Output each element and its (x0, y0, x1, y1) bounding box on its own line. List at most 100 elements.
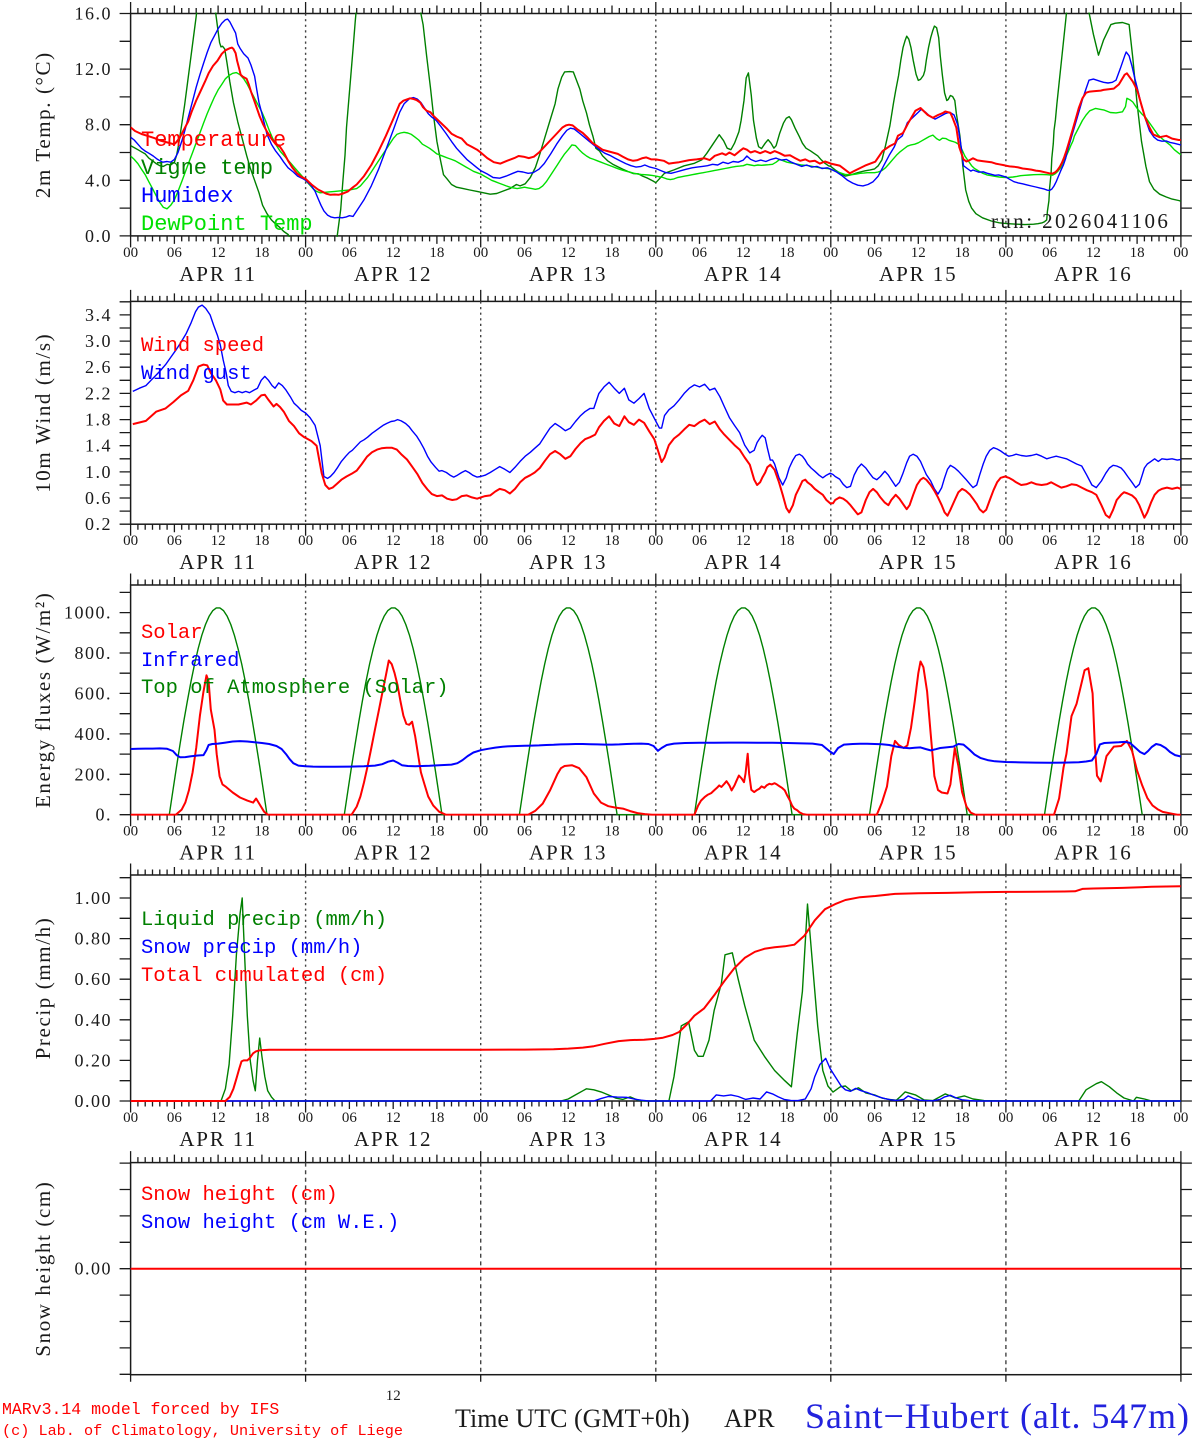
svg-text:18: 18 (1130, 533, 1145, 549)
svg-text:00: 00 (1173, 824, 1188, 840)
svg-text:3.4: 3.4 (85, 305, 112, 325)
svg-text:00: 00 (473, 1110, 488, 1126)
svg-text:12: 12 (211, 824, 226, 840)
svg-text:12: 12 (386, 1110, 401, 1126)
svg-text:06: 06 (342, 824, 358, 840)
svg-text:18: 18 (429, 1110, 444, 1126)
svg-text:06: 06 (342, 533, 358, 549)
svg-text:APR 13: APR 13 (529, 841, 608, 865)
svg-text:06: 06 (517, 533, 533, 549)
svg-text:00: 00 (1173, 245, 1188, 261)
svg-text:12: 12 (1086, 1110, 1101, 1126)
svg-text:12: 12 (386, 533, 401, 549)
svg-text:(c) Lab. of Climatology, Unive: (c) Lab. of Climatology, University of L… (2, 1422, 403, 1440)
svg-text:APR 12: APR 12 (354, 262, 433, 286)
svg-text:0.2: 0.2 (85, 514, 112, 534)
svg-text:Snow precip (mm/h): Snow precip (mm/h) (141, 937, 362, 960)
svg-text:Liquid precip (mm/h): Liquid precip (mm/h) (141, 909, 387, 932)
svg-text:12: 12 (386, 1388, 401, 1404)
svg-text:12: 12 (386, 245, 401, 261)
svg-text:12.0: 12.0 (75, 59, 113, 79)
svg-text:06: 06 (867, 824, 883, 840)
svg-text:12: 12 (736, 533, 751, 549)
svg-text:00: 00 (123, 1110, 138, 1126)
svg-text:APR 12: APR 12 (354, 1127, 433, 1151)
svg-text:06: 06 (1042, 245, 1058, 261)
svg-text:Solar: Solar (141, 622, 203, 645)
svg-text:18: 18 (605, 1110, 620, 1126)
svg-text:12: 12 (911, 1110, 926, 1126)
svg-text:00: 00 (998, 533, 1013, 549)
svg-text:4.0: 4.0 (85, 170, 112, 190)
svg-text:12: 12 (1086, 824, 1101, 840)
svg-text:12: 12 (1086, 245, 1101, 261)
svg-text:APR 11: APR 11 (179, 841, 257, 865)
svg-text:06: 06 (167, 245, 183, 261)
svg-text:APR 13: APR 13 (529, 262, 608, 286)
svg-text:12: 12 (561, 824, 576, 840)
svg-text:800.: 800. (75, 643, 113, 663)
svg-text:00: 00 (123, 245, 138, 261)
svg-text:Wind speed: Wind speed (141, 335, 264, 358)
svg-text:APR 11: APR 11 (179, 1127, 257, 1151)
svg-text:APR 13: APR 13 (529, 1127, 608, 1151)
svg-text:APR: APR (724, 1404, 775, 1433)
svg-text:Time UTC (GMT+0h): Time UTC (GMT+0h) (455, 1404, 690, 1433)
svg-text:18: 18 (1130, 245, 1145, 261)
svg-text:00: 00 (298, 533, 313, 549)
svg-text:18: 18 (1130, 1110, 1145, 1126)
svg-text:16.0: 16.0 (75, 4, 113, 24)
svg-text:Snow height (cm W.E.): Snow height (cm W.E.) (141, 1212, 399, 1235)
svg-text:00: 00 (298, 824, 313, 840)
svg-text:Humidex: Humidex (141, 184, 233, 209)
svg-text:APR 16: APR 16 (1054, 1127, 1133, 1151)
svg-text:18: 18 (780, 824, 795, 840)
svg-text:Temperature: Temperature (141, 128, 286, 153)
svg-text:APR 14: APR 14 (704, 262, 783, 286)
svg-text:0.40: 0.40 (75, 1010, 113, 1030)
svg-text:06: 06 (692, 245, 708, 261)
svg-text:06: 06 (517, 1110, 533, 1126)
svg-text:18: 18 (1130, 824, 1145, 840)
svg-text:06: 06 (867, 245, 883, 261)
svg-text:00: 00 (648, 824, 663, 840)
svg-text:1.8: 1.8 (85, 410, 112, 430)
svg-text:06: 06 (167, 824, 183, 840)
svg-text:0.20: 0.20 (75, 1050, 113, 1070)
svg-text:12: 12 (736, 824, 751, 840)
svg-text:200.: 200. (75, 764, 113, 784)
svg-text:06: 06 (1042, 1110, 1058, 1126)
svg-text:Energy fluxes (W/m²): Energy fluxes (W/m²) (31, 592, 55, 808)
svg-text:18: 18 (605, 533, 620, 549)
svg-text:18: 18 (605, 245, 620, 261)
svg-text:12: 12 (211, 245, 226, 261)
svg-text:APR 16: APR 16 (1054, 262, 1133, 286)
svg-text:00: 00 (648, 533, 663, 549)
svg-text:18: 18 (780, 1110, 795, 1126)
svg-text:18: 18 (429, 533, 444, 549)
svg-text:8.0: 8.0 (85, 115, 112, 135)
svg-text:1.00: 1.00 (75, 888, 113, 908)
svg-text:18: 18 (780, 245, 795, 261)
svg-text:Wind gust: Wind gust (141, 363, 252, 386)
svg-text:18: 18 (254, 824, 269, 840)
svg-text:0.00: 0.00 (75, 1259, 113, 1279)
svg-text:APR 12: APR 12 (354, 841, 433, 865)
svg-text:Snow height (cm): Snow height (cm) (31, 1181, 55, 1357)
svg-text:00: 00 (123, 533, 138, 549)
svg-text:1.0: 1.0 (85, 462, 112, 482)
svg-text:06: 06 (867, 533, 883, 549)
svg-text:2m Temp. (°C): 2m Temp. (°C) (31, 51, 55, 198)
svg-text:06: 06 (692, 533, 708, 549)
svg-text:0.0: 0.0 (85, 226, 112, 246)
svg-text:00: 00 (473, 245, 488, 261)
svg-text:12: 12 (211, 533, 226, 549)
svg-text:APR 14: APR 14 (704, 841, 783, 865)
svg-text:18: 18 (429, 824, 444, 840)
svg-text:Infrared: Infrared (141, 650, 239, 673)
svg-text:0.00: 0.00 (75, 1091, 113, 1111)
svg-text:APR 11: APR 11 (179, 550, 257, 574)
svg-text:00: 00 (823, 1110, 838, 1126)
svg-text:APR 15: APR 15 (879, 841, 958, 865)
svg-text:Saint−Hubert (alt. 547m): Saint−Hubert (alt. 547m) (805, 1396, 1190, 1436)
